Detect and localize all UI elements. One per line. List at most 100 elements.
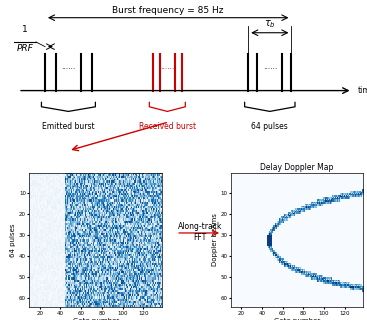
Point <box>101 258 107 263</box>
Point <box>152 196 158 201</box>
Point <box>134 278 140 283</box>
Point <box>76 279 81 284</box>
Point <box>87 278 93 284</box>
Point <box>132 221 138 227</box>
Point <box>352 190 358 195</box>
Point <box>71 184 77 189</box>
Point <box>134 284 139 290</box>
Point <box>107 293 113 298</box>
Point <box>88 240 94 245</box>
Point <box>79 230 85 235</box>
Point <box>155 220 161 225</box>
Point <box>116 284 122 289</box>
Point <box>103 202 109 207</box>
Point <box>74 204 80 209</box>
Point <box>72 244 77 249</box>
Point <box>356 190 362 195</box>
Point <box>108 287 113 292</box>
Point <box>354 283 360 288</box>
Point <box>105 237 111 242</box>
Point <box>136 263 142 268</box>
Point <box>79 182 85 187</box>
Point <box>154 234 160 239</box>
Point <box>131 244 137 250</box>
Point <box>142 234 148 239</box>
Text: time: time <box>358 86 367 95</box>
Point <box>75 232 81 237</box>
Point <box>75 217 80 222</box>
Point <box>126 256 131 261</box>
Point <box>140 300 146 306</box>
Point <box>80 203 86 208</box>
Point <box>92 188 98 193</box>
Point <box>102 298 108 303</box>
Point <box>158 243 164 248</box>
Point <box>126 220 131 225</box>
Point <box>106 227 112 232</box>
Point <box>64 180 70 185</box>
Point <box>92 241 98 246</box>
Point <box>149 238 155 243</box>
Point <box>96 183 102 188</box>
Point <box>151 237 157 242</box>
Point <box>127 238 133 243</box>
Point <box>81 243 87 248</box>
Point <box>84 215 90 220</box>
Point <box>148 283 154 288</box>
Point <box>140 173 146 178</box>
Point <box>76 274 82 279</box>
Point <box>87 178 92 183</box>
Point <box>92 250 98 255</box>
Point <box>146 223 152 228</box>
Point <box>64 281 70 286</box>
Point <box>85 279 91 284</box>
Point <box>91 172 97 178</box>
Point <box>128 299 134 304</box>
Point <box>87 207 93 212</box>
Point <box>97 196 102 201</box>
Point <box>138 187 144 192</box>
Point <box>111 271 117 276</box>
Point <box>350 190 356 195</box>
Point <box>131 235 137 240</box>
Point <box>101 236 107 241</box>
Point <box>153 214 159 219</box>
Point <box>115 240 120 245</box>
Point <box>267 228 273 233</box>
Point <box>340 192 346 197</box>
Point <box>95 190 101 195</box>
Point <box>157 215 163 220</box>
Point <box>106 173 112 178</box>
Point <box>77 247 83 252</box>
Point <box>150 300 156 306</box>
Point <box>63 211 69 216</box>
Point <box>157 267 163 272</box>
Point <box>149 284 155 289</box>
Point <box>65 290 71 295</box>
Point <box>154 199 160 204</box>
Text: 64 pulses: 64 pulses <box>251 122 288 131</box>
Point <box>152 252 157 257</box>
Point <box>142 242 148 247</box>
Point <box>76 202 82 207</box>
Point <box>95 264 101 269</box>
Point <box>103 287 109 292</box>
Point <box>305 270 310 275</box>
Point <box>130 190 136 195</box>
Point <box>83 243 89 248</box>
Point <box>102 213 108 218</box>
Point <box>147 266 153 271</box>
Point <box>101 271 107 276</box>
Point <box>140 267 146 272</box>
Point <box>72 260 77 266</box>
Point <box>64 295 70 300</box>
Point <box>72 193 78 198</box>
Point <box>88 239 94 244</box>
Point <box>99 203 105 208</box>
Point <box>88 280 94 285</box>
Point <box>157 193 163 198</box>
Point <box>290 264 296 269</box>
Point <box>119 278 125 284</box>
X-axis label: Gate number: Gate number <box>274 318 320 320</box>
Point <box>121 217 127 222</box>
